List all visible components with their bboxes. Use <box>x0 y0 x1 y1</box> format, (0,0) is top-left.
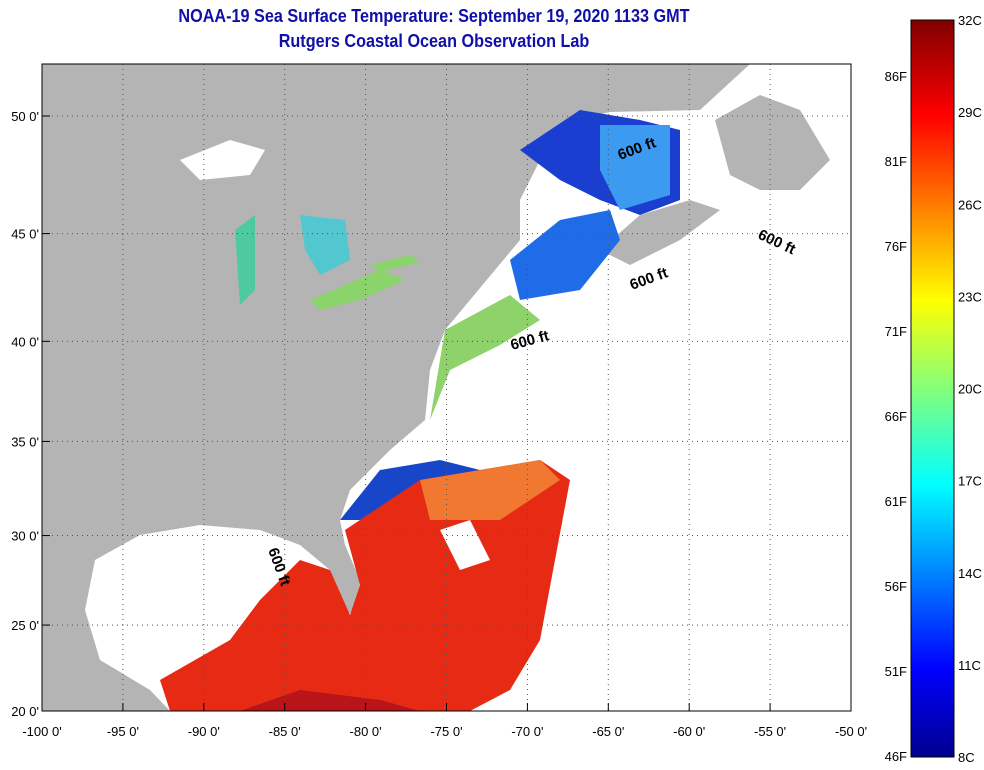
x-tick-label: -95 0' <box>107 724 139 739</box>
colorbar-fahrenheit-label: 76F <box>885 239 907 254</box>
x-tick-label: -75 0' <box>430 724 462 739</box>
colorbar-celsius-label: 32C <box>958 13 982 28</box>
x-tick-label: -85 0' <box>269 724 301 739</box>
lake-superior <box>180 140 265 180</box>
x-axis: -100 0' -95 0' -90 0' -85 0' -80 0' -75 0' -70… <box>22 703 867 739</box>
colorbar-fahrenheit-label: 51F <box>885 664 907 679</box>
colorbar-celsius-label: 17C <box>958 474 982 489</box>
y-tick-label: 50 0' <box>11 109 39 124</box>
colorbar-fahrenheit-label: 71F <box>885 324 907 339</box>
colorbar-celsius-label: 20C <box>958 382 982 397</box>
y-tick-label: 25 0' <box>11 618 39 633</box>
colorbar-fahrenheit-label: 66F <box>885 409 907 424</box>
x-tick-label: -90 0' <box>188 724 220 739</box>
land-nova-scotia <box>600 200 720 265</box>
y-tick-label: 30 0' <box>11 529 39 544</box>
colorbar-celsius-label: 8C <box>958 750 975 765</box>
colorbar-celsius-label: 26C <box>958 197 982 212</box>
y-tick-label: 35 0' <box>11 434 39 449</box>
colorbar-celsius-label: 11C <box>958 658 981 673</box>
land-newfoundland <box>715 95 830 190</box>
x-tick-label: -50 0' <box>835 724 867 739</box>
map-subtitle: Rutgers Coastal Ocean Observation Lab <box>278 31 590 51</box>
x-tick-label: -80 0' <box>350 724 382 739</box>
y-axis: 50 0' 45 0' 40 0' 35 0' 30 0' 25 0' 20 0' <box>11 109 50 719</box>
colorbar-celsius-label: 23C <box>958 289 982 304</box>
x-tick-label: -70 0' <box>511 724 543 739</box>
colorbar-fahrenheit-label: 86F <box>885 69 907 84</box>
y-tick-label: 45 0' <box>11 227 39 242</box>
y-tick-label: 20 0' <box>11 704 39 719</box>
colorbar-fahrenheit-label: 61F <box>885 494 907 509</box>
x-tick-label: -60 0' <box>673 724 705 739</box>
y-tick-label: 40 0' <box>11 334 39 349</box>
map-area <box>42 64 851 711</box>
x-tick-label: -55 0' <box>754 724 786 739</box>
x-tick-label: -65 0' <box>592 724 624 739</box>
colorbar-fahrenheit-label: 56F <box>885 579 907 594</box>
x-tick-label: -100 0' <box>22 724 61 739</box>
colorbar-fahrenheit-label: 81F <box>885 154 907 169</box>
colorbar-celsius-label: 14C <box>958 566 982 581</box>
colorbar-labels: 32C 29C 26C 23C 20C 17C 14C 11C 8C 86F 81F 76F 71F 66… <box>885 13 982 765</box>
map-title: NOAA-19 Sea Surface Temperature: Septemb… <box>178 6 690 26</box>
colorbar <box>910 19 955 758</box>
colorbar-fahrenheit-label: 46F <box>885 749 907 764</box>
colorbar-celsius-label: 29C <box>958 105 982 120</box>
land-north-america <box>42 64 750 711</box>
